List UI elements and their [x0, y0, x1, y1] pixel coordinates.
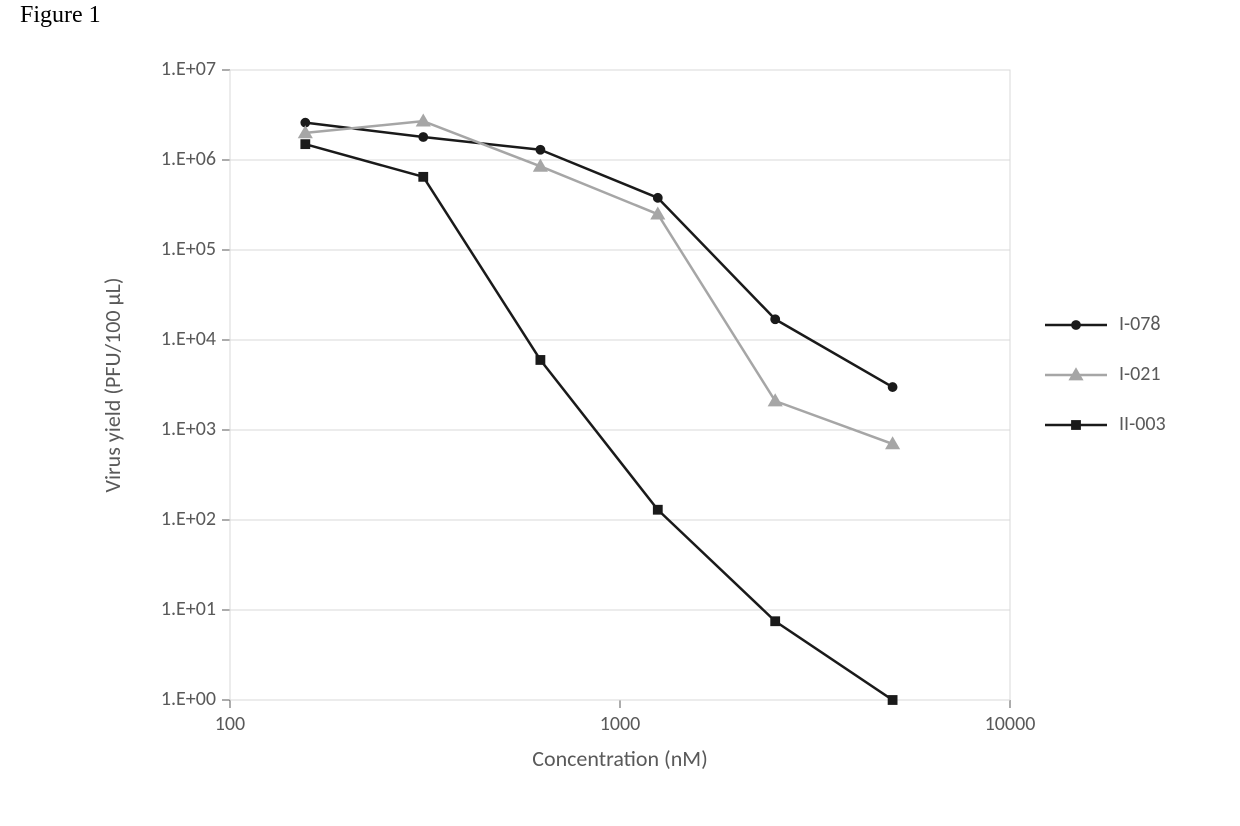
chart-container: 1.E+00 1.E+01 1.E+02 1.E+03 1.E+04 1.E+05 1.E+… — [60, 40, 1240, 820]
x-tick-label: 100 — [215, 712, 245, 736]
y-tick-label: 1.E+04 — [161, 327, 216, 351]
y-tick-label: 1.E+01 — [161, 597, 216, 621]
y-tick-label: 1.E+03 — [161, 417, 216, 441]
x-tick-label: 10000 — [985, 712, 1036, 736]
y-tick-label: 1.E+02 — [161, 507, 216, 531]
line-chart: 1.E+00 1.E+01 1.E+02 1.E+03 1.E+04 1.E+05 1.E+… — [60, 40, 1240, 820]
legend-label: II-003 — [1119, 412, 1166, 436]
x-axis-label: Concentration (nM) — [532, 745, 708, 772]
y-tick-label: 1.E+00 — [161, 687, 216, 711]
y-axis-label: Virus yield (PFU/100 µL) — [99, 277, 126, 492]
x-tick-label: 1000 — [600, 712, 641, 736]
y-tick-label: 1.E+05 — [161, 237, 216, 261]
legend-label: I-078 — [1119, 312, 1161, 336]
y-tick-label: 1.E+07 — [161, 57, 216, 81]
figure-label: Figure 1 — [20, 2, 101, 29]
legend-label: I-021 — [1119, 362, 1161, 386]
y-tick-label: 1.E+06 — [161, 147, 216, 171]
